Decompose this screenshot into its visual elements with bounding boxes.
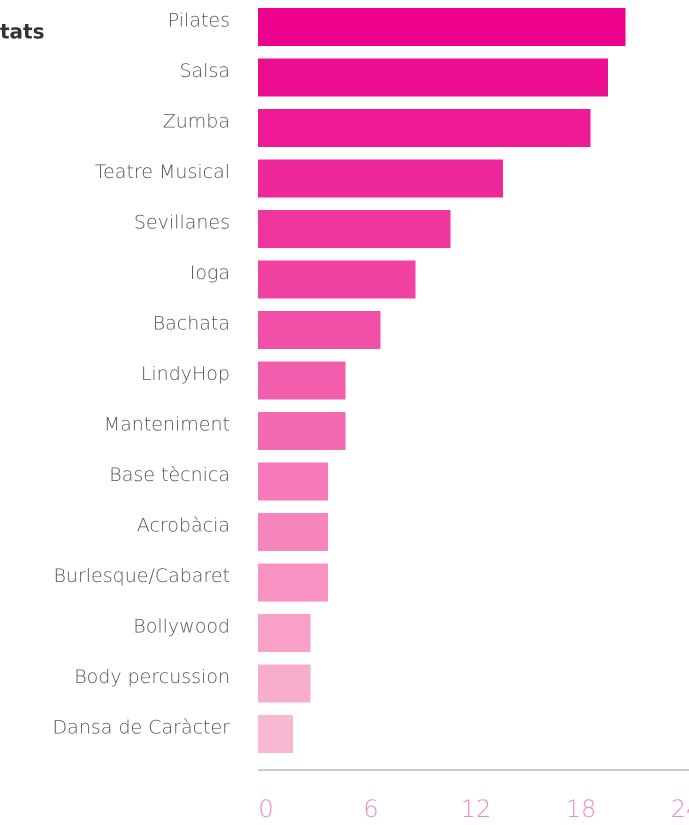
y-tick-label: Bollywood <box>133 616 230 638</box>
bar <box>258 715 293 753</box>
bar <box>258 412 346 450</box>
y-tick-label: Acrobàcia <box>137 515 230 537</box>
bar <box>258 462 328 501</box>
y-tick-label: Zumba <box>163 111 230 133</box>
y-tick-label: Dansa de Caràcter <box>53 717 231 739</box>
x-tick-label: 18 <box>566 795 597 823</box>
y-tick-label: LindyHop <box>141 363 230 385</box>
x-tick-label: 6 <box>363 795 378 823</box>
bar <box>258 664 311 703</box>
x-tick-label: 24 <box>671 795 689 823</box>
bar <box>258 58 608 97</box>
y-tick-label: Manteniment <box>104 414 230 436</box>
chart-title: tats <box>0 20 45 44</box>
y-tick-label: Teatre Musical <box>95 161 230 183</box>
y-tick-label: Sevillanes <box>134 212 230 234</box>
y-tick-label: Pilates <box>168 10 230 32</box>
y-tick-label: Salsa <box>179 60 230 82</box>
x-tick-label: 12 <box>461 795 492 823</box>
bar <box>258 311 381 349</box>
bar <box>258 513 328 551</box>
bar <box>258 260 416 299</box>
bar <box>258 563 328 602</box>
bar <box>258 210 451 248</box>
y-tick-label: Body percussion <box>74 666 230 688</box>
bar <box>258 614 311 652</box>
x-tick-label: 0 <box>258 795 273 823</box>
y-tick-label: Base tècnica <box>109 464 230 486</box>
bar <box>258 8 626 46</box>
y-tick-label: Burlesque/Cabaret <box>53 565 230 587</box>
y-tick-label: Bachata <box>153 313 230 335</box>
bar <box>258 109 591 147</box>
y-tick-label: Ioga <box>190 262 230 284</box>
bar <box>258 361 346 400</box>
bar <box>258 159 503 198</box>
